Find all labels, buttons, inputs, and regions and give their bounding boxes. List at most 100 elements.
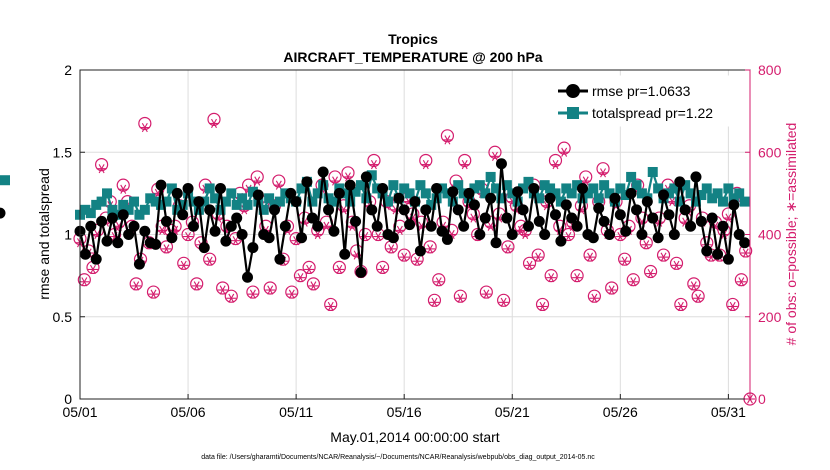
rmse-marker <box>160 215 172 227</box>
obs-assimilated-stroke <box>738 277 745 287</box>
obs-assimilated-stroke <box>457 293 464 303</box>
obs-possible-marker <box>626 273 640 287</box>
totalspread-marker <box>604 188 615 199</box>
obs-assimilated-marker <box>498 297 509 307</box>
obs-assimilated-stroke <box>539 301 546 312</box>
obs-assimilated-stroke <box>133 281 140 291</box>
rmse-marker <box>695 215 707 227</box>
chart-title: Tropics <box>388 31 438 47</box>
rmse-marker <box>350 215 362 227</box>
obs-assimilated-stroke <box>159 225 166 235</box>
rmse-marker <box>247 242 259 254</box>
obs-possible-marker <box>587 289 601 303</box>
obs-assimilated-stroke <box>193 281 200 291</box>
obs-possible-marker <box>181 227 195 242</box>
obs-possible-marker <box>458 153 472 168</box>
rmse-marker <box>166 232 178 244</box>
rmse-marker <box>679 204 691 216</box>
totalspread-marker <box>388 180 399 191</box>
obs-possible-marker <box>618 252 632 266</box>
obs-assimilated-marker <box>368 159 379 170</box>
rmse-marker <box>517 204 529 216</box>
obs-possible-marker <box>423 240 437 254</box>
rmse-marker <box>404 219 416 231</box>
rmse-marker <box>539 229 551 240</box>
x-tick-label: 05/06 <box>171 404 206 420</box>
rmse-marker <box>279 220 291 232</box>
rmse-marker <box>306 212 318 224</box>
rmse-marker <box>609 192 621 204</box>
rmse-marker <box>620 225 632 237</box>
rmse-marker <box>647 212 659 224</box>
obs-assimilated-stroke <box>608 285 615 295</box>
totalspread-marker <box>145 193 156 204</box>
obs-possible-marker <box>358 227 372 242</box>
obs-possible-marker <box>328 170 342 184</box>
obs-possible-marker <box>453 289 467 303</box>
totalspread-marker <box>118 199 129 210</box>
totalspread-marker <box>555 196 566 207</box>
y-tick-label: 2 <box>64 62 72 78</box>
totalspread-marker <box>636 188 647 199</box>
rmse-marker <box>0 207 6 219</box>
obs-possible-marker <box>674 297 688 312</box>
rmse-marker <box>474 229 486 240</box>
obs-possible-marker <box>687 277 701 291</box>
totalspread-marker <box>156 199 167 210</box>
totalspread-marker <box>355 180 366 191</box>
totalspread-marker <box>139 204 150 215</box>
rmse-marker <box>479 212 491 224</box>
x-axis-label: May.01,2014 00:00:00 start <box>330 429 500 445</box>
rmse-marker <box>198 242 210 254</box>
obs-assimilated-marker <box>191 281 202 291</box>
obs-assimilated-marker <box>537 301 548 312</box>
obs-assimilated-stroke <box>565 231 572 242</box>
obs-possible-marker <box>302 260 316 274</box>
rmse-marker <box>501 212 513 224</box>
totalspread-marker <box>685 188 696 199</box>
rmse-marker <box>549 209 561 221</box>
obs-possible-marker <box>224 289 238 303</box>
obs-assimilated-stroke <box>180 260 187 270</box>
totalspread-marker <box>723 183 734 194</box>
rmse-marker <box>301 176 313 188</box>
rmse-marker <box>560 199 572 211</box>
obs-assimilated-marker <box>286 289 297 299</box>
totalspread-marker <box>653 183 664 194</box>
obs-possible-marker <box>177 256 191 270</box>
totalspread-marker <box>150 196 161 207</box>
obs-assimilated-marker <box>157 225 168 235</box>
totalspread-marker <box>480 188 491 199</box>
rmse-marker <box>414 245 426 257</box>
obs-assimilated-stroke <box>332 176 339 186</box>
rmse-marker <box>366 204 378 216</box>
obs-assimilated-marker <box>563 231 574 242</box>
rmse-marker <box>571 220 583 232</box>
totalspread-marker <box>566 188 577 199</box>
totalspread-marker <box>626 171 637 182</box>
obs-assimilated-stroke <box>574 273 581 283</box>
obs-assimilated-marker <box>736 277 747 287</box>
rmse-marker <box>96 215 108 227</box>
totalspread-marker <box>474 180 485 191</box>
obs-assimilated-stroke <box>297 273 304 283</box>
obs-assimilated-marker <box>546 273 557 283</box>
rmse-marker <box>323 204 335 216</box>
obs-assimilated-marker <box>217 285 228 295</box>
totalspread-marker <box>701 183 712 194</box>
obs-assimilated-stroke <box>461 159 468 170</box>
obs-assimilated-stroke <box>487 221 494 231</box>
obs-assimilated-stroke <box>729 301 736 312</box>
obs-possible-marker <box>691 289 705 303</box>
rmse-marker <box>598 215 610 227</box>
totalspread-marker <box>161 196 172 207</box>
obs-assimilated-marker <box>675 301 686 312</box>
rmse-marker <box>625 187 637 199</box>
y-axis-left: 0 0.5 1 1.5 2 <box>53 62 85 407</box>
obs-assimilated-marker <box>295 273 306 283</box>
rmse-marker <box>328 225 340 237</box>
rmse-marker <box>155 179 167 191</box>
obs-possible-marker <box>497 293 511 307</box>
rmse-marker <box>604 229 616 240</box>
